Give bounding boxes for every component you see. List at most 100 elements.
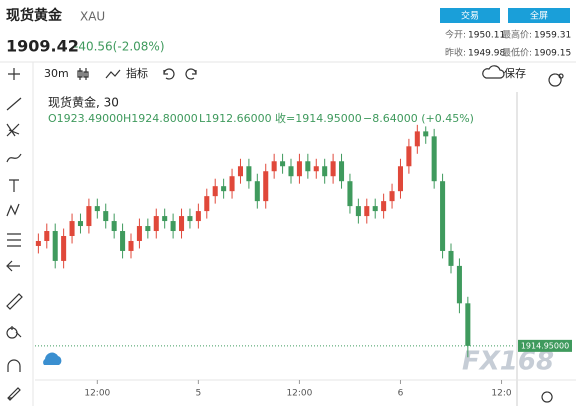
candle-body bbox=[170, 221, 176, 232]
trade-button-label[interactable]: 交易 bbox=[461, 10, 479, 22]
candle-body bbox=[77, 221, 83, 227]
candle-body bbox=[448, 250, 454, 266]
candle-body bbox=[271, 161, 277, 172]
candle-body bbox=[52, 231, 58, 261]
candle-body bbox=[423, 131, 429, 137]
stat-label: 今开: bbox=[445, 29, 466, 41]
candle-body bbox=[280, 161, 286, 167]
candle-icon[interactable] bbox=[77, 68, 89, 80]
candle-body bbox=[44, 231, 50, 241]
cloud-icon[interactable] bbox=[482, 65, 505, 79]
candle-body bbox=[322, 166, 328, 177]
fullscreen-button-label[interactable]: 全屏 bbox=[530, 10, 548, 22]
last-price-tag bbox=[518, 339, 572, 352]
candle-body bbox=[204, 196, 210, 212]
ruler-tool[interactable] bbox=[6, 293, 23, 310]
trade-button[interactable] bbox=[440, 8, 500, 23]
stat-label: 最低价: bbox=[502, 47, 532, 59]
magnet-tool[interactable] bbox=[7, 359, 21, 372]
candle-body bbox=[195, 211, 201, 222]
candle-body bbox=[431, 136, 437, 182]
x-tick-label: 6 bbox=[398, 389, 404, 399]
candle-body bbox=[406, 146, 412, 167]
x-tick-label: 5 bbox=[196, 389, 202, 399]
candle-body bbox=[111, 221, 117, 232]
candle-body bbox=[397, 166, 403, 192]
interval[interactable]: 30m bbox=[44, 67, 69, 80]
x-tick-label: 12:00 bbox=[84, 389, 110, 399]
ohlc-label: −8.64000 (+0.45%) bbox=[363, 112, 474, 125]
x-tick-label: 12:0 bbox=[491, 389, 511, 399]
indicator-icon[interactable] bbox=[105, 69, 121, 79]
fib-tool[interactable] bbox=[6, 123, 20, 137]
candle-body bbox=[153, 216, 159, 232]
candle-body bbox=[330, 161, 336, 177]
line-tool[interactable] bbox=[6, 97, 22, 111]
candle-body bbox=[35, 240, 41, 246]
candle-body bbox=[94, 206, 100, 212]
logo-cloud bbox=[43, 352, 62, 365]
candle-body bbox=[414, 131, 420, 147]
stat-value: 1949.98 bbox=[468, 49, 505, 59]
change: -40.56(-2.08%) bbox=[74, 40, 165, 54]
candle-body bbox=[237, 166, 243, 177]
legend-title: 现货黄金, 30 bbox=[48, 95, 119, 110]
ohlc-label: O1923.49000 bbox=[48, 112, 123, 125]
pattern-tool[interactable] bbox=[6, 203, 20, 217]
candle-body bbox=[339, 161, 345, 182]
candle-body bbox=[120, 231, 126, 251]
candle-body bbox=[246, 166, 252, 182]
candle-body bbox=[296, 161, 302, 177]
settings-icon[interactable] bbox=[548, 73, 564, 87]
stat-value: 1909.15 bbox=[534, 49, 571, 59]
lock-tool[interactable] bbox=[7, 387, 21, 401]
candle-body bbox=[372, 206, 378, 212]
ohlc-label: H1924.80000 bbox=[123, 112, 198, 125]
candle-body bbox=[229, 176, 235, 192]
stat-value: 1959.31 bbox=[534, 31, 571, 41]
prediction-tool[interactable] bbox=[7, 233, 21, 247]
indicators[interactable]: 指标 bbox=[126, 66, 148, 80]
save[interactable]: 保存 bbox=[504, 66, 526, 80]
ohlc-legend: O1923.49000 H1924.80000 L1912.66000 收=1914.… bbox=[48, 111, 474, 125]
candle-body bbox=[212, 186, 218, 197]
undo-icon[interactable] bbox=[163, 68, 175, 80]
candle-body bbox=[61, 236, 67, 261]
stat-label: 最高价: bbox=[502, 29, 532, 41]
fullscreen-button[interactable] bbox=[508, 8, 570, 23]
candle-body bbox=[364, 206, 370, 217]
ohlc-label: L1912.66000 bbox=[199, 112, 272, 125]
candle-body bbox=[254, 181, 260, 202]
candle-body bbox=[162, 216, 168, 222]
candle-body bbox=[288, 166, 294, 177]
crosshair-tool[interactable] bbox=[8, 68, 20, 80]
stat-value: 1950.11 bbox=[468, 31, 505, 41]
ohlc-label: 收=1914.95000 bbox=[275, 111, 362, 125]
candle-body bbox=[440, 181, 446, 251]
zoom-tool[interactable] bbox=[6, 326, 22, 339]
x-tick-label: 12:00 bbox=[286, 389, 312, 399]
brush-tool[interactable] bbox=[6, 153, 22, 163]
candle-body bbox=[128, 240, 134, 251]
candle-body bbox=[389, 191, 395, 202]
axis-settings-icon[interactable] bbox=[541, 391, 553, 403]
back-tool[interactable] bbox=[6, 260, 20, 272]
candle-body bbox=[381, 201, 387, 212]
candle-body bbox=[465, 303, 471, 346]
candle-body bbox=[103, 211, 109, 222]
title: 现货黄金 bbox=[6, 7, 63, 24]
candle-body bbox=[187, 216, 193, 222]
candle-body bbox=[347, 181, 353, 207]
text-tool[interactable] bbox=[9, 179, 19, 192]
candle-body bbox=[221, 186, 227, 192]
candle-body bbox=[179, 216, 185, 232]
stat-label: 昨收: bbox=[445, 47, 466, 59]
candle-body bbox=[69, 221, 75, 237]
candle-body bbox=[86, 206, 92, 227]
redo-icon[interactable] bbox=[185, 68, 197, 80]
symbol: XAU bbox=[80, 10, 105, 24]
candle-body bbox=[136, 226, 142, 241]
candle-body bbox=[355, 206, 361, 217]
